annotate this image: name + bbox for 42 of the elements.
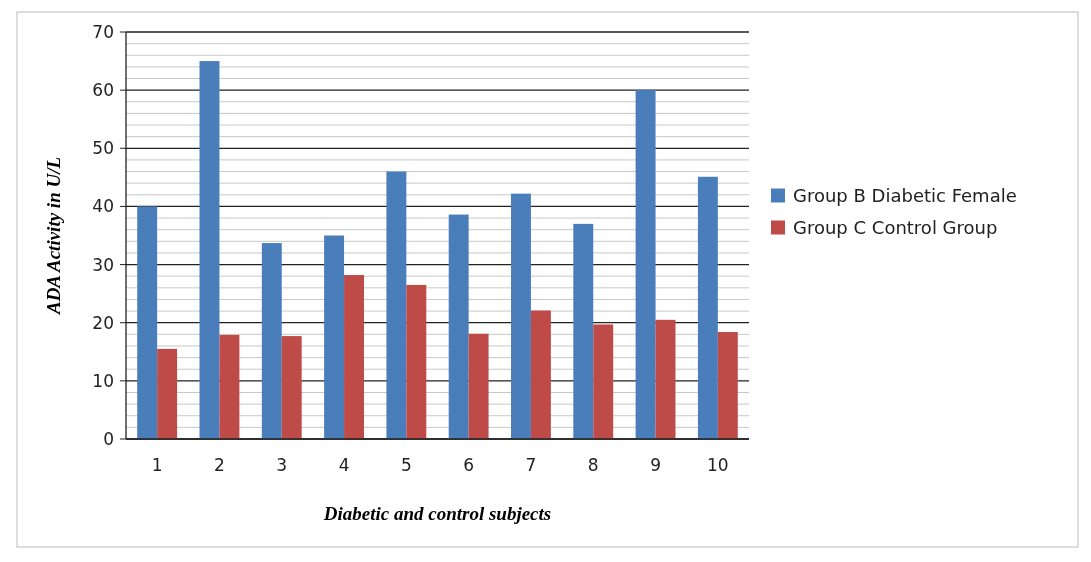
bar [573, 223, 594, 439]
y-tick-label: 10 [92, 370, 114, 391]
bar [219, 334, 240, 439]
legend-label: Group C Control Group [793, 216, 998, 238]
x-tick-label: 4 [338, 455, 350, 475]
bar [468, 333, 489, 439]
y-tick-label: 20 [92, 312, 114, 333]
x-tick-label: 7 [525, 455, 537, 475]
x-tick-label: 6 [463, 455, 475, 475]
bar [281, 336, 302, 439]
y-tick-label: 30 [92, 254, 114, 275]
bar [261, 243, 282, 439]
x-tick-label: 2 [214, 455, 225, 475]
legend-label: Group B Diabetic Female [793, 184, 1017, 206]
y-tick-label: 0 [103, 428, 114, 449]
bar [697, 176, 718, 439]
y-tick-label: 60 [92, 80, 114, 101]
y-tick-label: 40 [92, 196, 114, 217]
x-tick-label: 3 [276, 455, 288, 475]
bar [386, 171, 407, 439]
bar [157, 348, 178, 439]
bar [137, 206, 158, 439]
y-axis-title: ADA Activity in U/L [43, 156, 64, 316]
bar [199, 61, 220, 439]
bar [655, 319, 676, 439]
bar [635, 90, 656, 439]
bar [406, 284, 427, 439]
bar [324, 235, 345, 439]
x-tick-label: 8 [587, 455, 599, 475]
y-tick-label: 50 [92, 138, 114, 159]
x-axis-title: Diabetic and control subjects [322, 503, 552, 524]
x-tick-label: 10 [707, 455, 729, 475]
bar [448, 214, 469, 439]
bar [344, 275, 364, 439]
bar [530, 310, 551, 439]
bar [717, 332, 738, 439]
x-tick-label: 5 [400, 455, 412, 475]
bar [511, 193, 531, 439]
x-tick-label: 9 [650, 455, 661, 475]
x-tick-label: 1 [151, 455, 163, 475]
bar [593, 324, 614, 439]
y-tick-label: 70 [92, 21, 114, 42]
